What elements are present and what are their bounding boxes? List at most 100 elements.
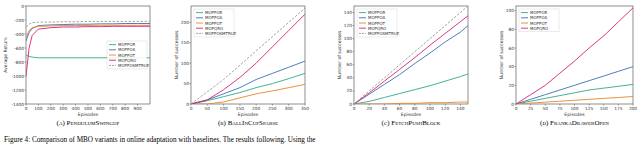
figure-caption: Figure 4: Comparison of MBO variants in … (4, 136, 315, 144)
y-tick-label: 20 (509, 83, 515, 88)
y-tick-label: -1400 (12, 102, 25, 107)
y-tick (25, 104, 27, 105)
x-tick-label: 500 (84, 106, 92, 111)
x-tick-label: 150 (236, 106, 244, 111)
series-line (26, 21, 150, 27)
panel-title: (a) PendulumSwingup (57, 119, 120, 127)
y-tick (25, 62, 27, 63)
legend-box (519, 9, 559, 32)
series-line (354, 26, 468, 104)
y-tick (190, 63, 192, 64)
y-tick (353, 51, 355, 52)
series-line (191, 84, 305, 104)
y-tick (25, 76, 27, 77)
legend-swatch (521, 12, 528, 13)
y-tick (190, 42, 192, 43)
x-axis-label: Episodes (78, 112, 99, 117)
y-tick-label: -800 (14, 60, 24, 65)
legend-swatch (196, 23, 203, 24)
y-tick (353, 90, 355, 91)
y-tick (25, 90, 27, 91)
x-tick-label: 0 (353, 106, 356, 111)
y-tick-label: 40 (347, 75, 353, 80)
legend-swatch (521, 28, 528, 29)
legend-swatch (109, 49, 116, 50)
y-tick-label: 200 (181, 20, 189, 25)
legend-label: MOPPOSMTRUE (118, 63, 150, 68)
panel-title: (b) BallInCupSparse (218, 119, 278, 127)
series-line (354, 6, 468, 104)
x-tick-label: 800 (121, 106, 129, 111)
legend-swatch (521, 23, 528, 24)
legend-swatch (196, 28, 203, 29)
series-line (191, 8, 305, 104)
y-axis-label: Average Return (3, 37, 8, 73)
y-tick-label: 150 (181, 40, 189, 45)
x-tick-label: 100 (34, 106, 42, 111)
y-tick-label: 20 (347, 88, 353, 93)
series-line (516, 84, 633, 104)
y-tick (515, 48, 517, 49)
series-line (354, 16, 468, 104)
plot-frame (516, 6, 633, 104)
panel: 020406080100120140020406080100120140Epis… (337, 6, 468, 127)
series-line (26, 26, 150, 76)
y-tick-label: 0 (186, 102, 189, 107)
y-tick (25, 48, 27, 49)
x-tick-label: 50 (205, 106, 211, 111)
y-tick (25, 34, 27, 35)
x-tick-label: 25 (528, 106, 534, 111)
y-tick-label: -600 (14, 46, 24, 51)
plot-frame (26, 6, 150, 104)
y-tick-label: 100 (344, 36, 352, 41)
x-tick-label: 200 (252, 106, 260, 111)
plot-frame (191, 6, 305, 104)
y-tick (515, 66, 517, 67)
x-tick-label: 50 (543, 106, 549, 111)
y-tick (353, 77, 355, 78)
y-tick-label: 0 (349, 102, 352, 107)
x-tick-label: 600 (96, 106, 104, 111)
y-axis-label: Number of successes (174, 30, 179, 80)
x-tick-label: 250 (268, 106, 276, 111)
legend-swatch (359, 12, 366, 13)
legend-label: MOPPOSMTRUE (368, 31, 400, 36)
legend-swatch (109, 55, 116, 56)
legend-swatch (359, 33, 366, 34)
panel: 0255075100125150175200020406080100Episod… (499, 6, 637, 127)
x-tick-label: 100 (570, 106, 578, 111)
x-tick-label: 40 (382, 106, 388, 111)
y-tick-label: 80 (509, 27, 515, 32)
x-tick-label: 75 (557, 106, 563, 111)
y-tick (353, 38, 355, 39)
y-tick-label: 60 (347, 62, 353, 67)
y-tick-label: -400 (14, 32, 24, 37)
y-tick-label: 120 (344, 23, 352, 28)
series-line (516, 8, 633, 104)
y-tick (353, 104, 355, 105)
y-tick-label: 140 (344, 10, 352, 15)
x-tick-label: 20 (366, 106, 372, 111)
x-tick-label: 0 (25, 106, 28, 111)
x-tick-label: 700 (109, 106, 117, 111)
x-tick-label: 300 (59, 106, 67, 111)
y-axis-label: Number of successes (337, 30, 342, 80)
series-line (516, 97, 633, 104)
x-tick-label: 0 (190, 106, 193, 111)
x-tick-label: 150 (600, 106, 608, 111)
series-line (516, 67, 633, 104)
y-tick (515, 85, 517, 86)
x-tick-label: 120 (441, 106, 449, 111)
x-tick-label: 900 (133, 106, 141, 111)
x-tick-label: 400 (71, 106, 79, 111)
legend-label: MOPQRO (530, 26, 548, 31)
y-tick (353, 25, 355, 26)
x-tick-label: 200 (47, 106, 55, 111)
y-tick (515, 104, 517, 105)
y-axis-label: Number of successes (499, 30, 504, 80)
series-line (354, 74, 468, 104)
y-tick-label: 0 (21, 4, 24, 9)
x-axis-label: Episodes (564, 112, 585, 117)
x-tick-label: 350 (301, 106, 309, 111)
x-tick-label: 125 (585, 106, 593, 111)
